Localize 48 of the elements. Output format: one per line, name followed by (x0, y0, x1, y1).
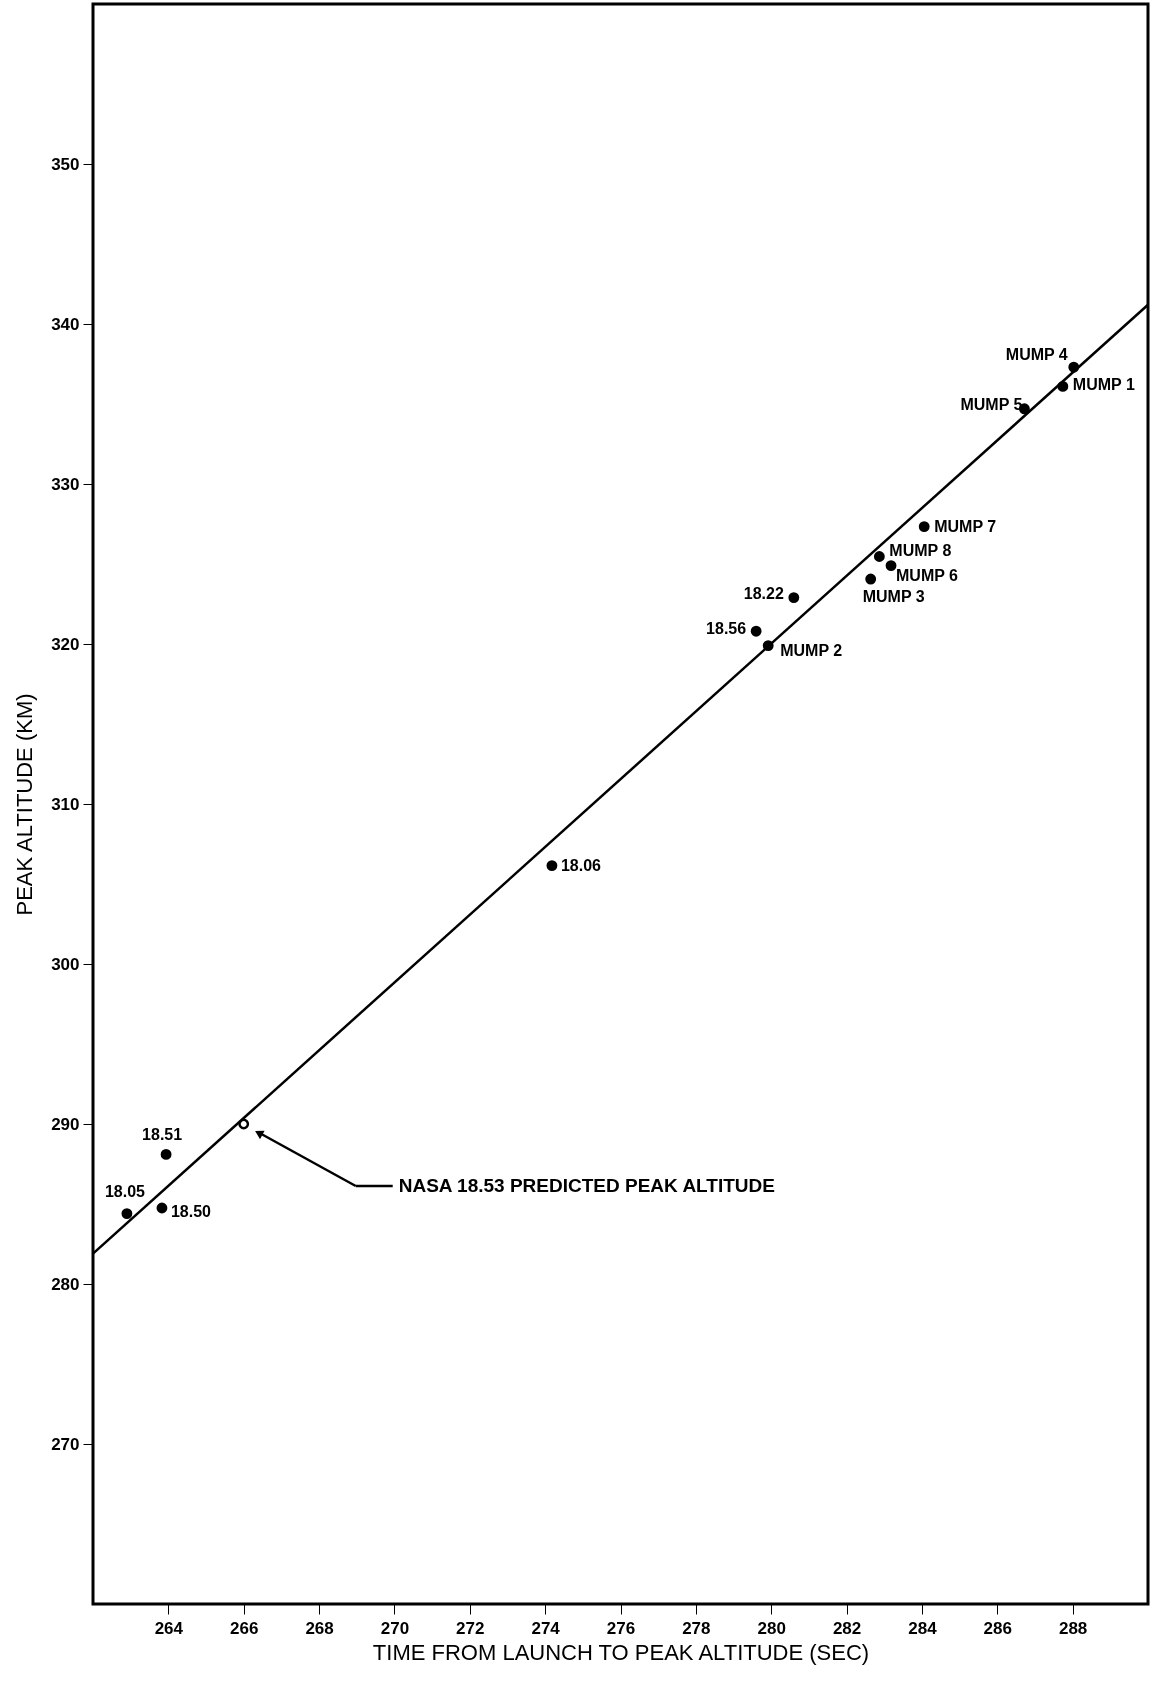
annotation: 18.05 (104, 1182, 146, 1200)
point (160, 1148, 172, 1160)
y-tick-label: 290 (51, 1114, 80, 1134)
annotation: 18.50 (170, 1203, 212, 1220)
annotation: 18.22 (743, 584, 784, 602)
annotation: MUMP 3 (862, 588, 925, 606)
x-tick-label: 272 (456, 1618, 485, 1638)
annotation: MUMP 2 (780, 641, 843, 659)
y-tick-label: 300 (51, 954, 80, 974)
x-tick-label: 284 (908, 1618, 938, 1638)
point (918, 521, 930, 532)
y-tick-label: 320 (51, 634, 80, 654)
x-tick-label: 280 (757, 1618, 786, 1638)
annotation: MUMP 1 (1072, 376, 1135, 394)
x-tick-label: 268 (305, 1618, 334, 1638)
x-tick-label: 278 (682, 1618, 711, 1638)
x-tick-label: 274 (531, 1618, 561, 1638)
point (885, 560, 897, 572)
annotation: 18.51 (142, 1126, 183, 1144)
annotation: NASA 18.53 PREDICTED PEAK ALTITUDE (398, 1175, 775, 1196)
point (546, 860, 558, 872)
x-tick-label: 270 (380, 1618, 410, 1638)
point (788, 592, 800, 604)
x-axis-title: TIME FROM LAUNCH TO PEAK ALTITUDE (SEC) (372, 1639, 870, 1665)
y-axis-title: PEAK ALTITUDE (KM) (12, 693, 38, 916)
y-tick-label: 330 (51, 474, 80, 494)
point (865, 573, 877, 585)
point (156, 1202, 168, 1214)
annotation: MUMP 4 (1005, 346, 1068, 364)
annotation: MUMP 6 (896, 566, 959, 584)
x-tick-label: 266 (230, 1618, 259, 1638)
y-tick-label: 350 (51, 154, 80, 174)
y-tick-label: 340 (51, 314, 80, 334)
x-tick-label: 282 (832, 1618, 862, 1638)
y-tick-label: 280 (51, 1274, 80, 1294)
point (750, 625, 762, 637)
annotation: 18.56 (706, 620, 747, 638)
annotation: MUMP 7 (934, 517, 997, 535)
point (873, 551, 885, 562)
annotation: 18.06 (560, 856, 602, 874)
x-tick-label: 264 (154, 1618, 184, 1638)
y-tick-label: 270 (51, 1434, 80, 1454)
annotation: MUMP 8 (889, 542, 952, 560)
point (121, 1208, 133, 1220)
y-tick-label: 310 (51, 794, 80, 814)
x-tick-label: 288 (1058, 1618, 1088, 1638)
x-tick-label: 286 (983, 1618, 1012, 1638)
x-tick-label: 276 (606, 1618, 636, 1638)
